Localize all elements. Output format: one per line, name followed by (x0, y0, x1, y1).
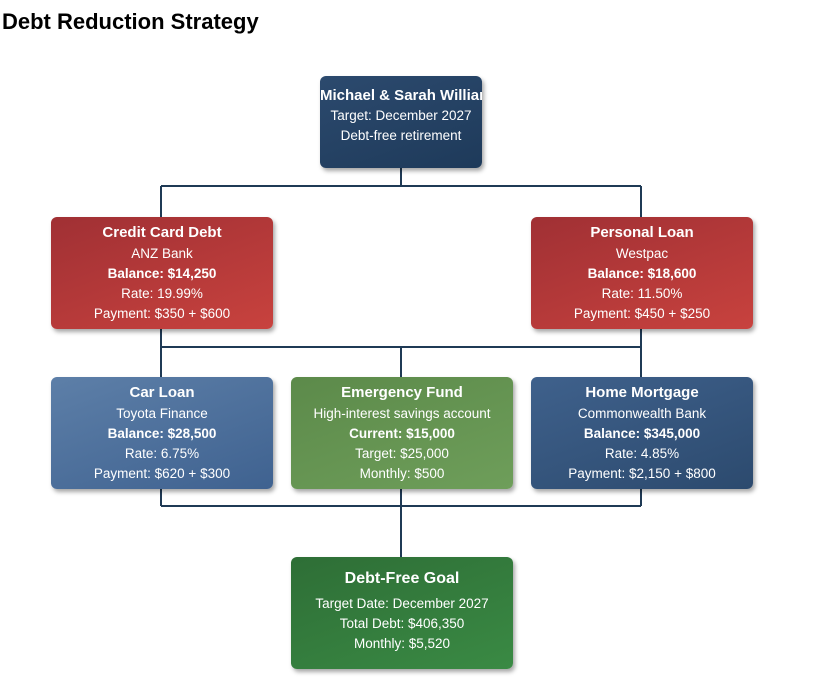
goal-total-debt: Total Debt: $406,350 (339, 616, 465, 631)
emergency-fund-node: Emergency Fund High-interest savings acc… (291, 377, 513, 489)
credit-card-node: Credit Card Debt ANZ Bank Balance: $14,2… (51, 217, 273, 329)
node-lender: ANZ Bank (131, 246, 193, 261)
node-title: Home Mortgage (585, 384, 699, 401)
node-balance: Balance: $14,250 (107, 266, 217, 281)
node-title: Emergency Fund (341, 384, 463, 401)
root-node: Michael & Sarah Williams Target: Decembe… (320, 76, 482, 168)
page-title: Debt Reduction Strategy (2, 9, 259, 34)
goal-target-date: Target Date: December 2027 (315, 596, 489, 611)
node-balance: Balance: $28,500 (107, 426, 217, 441)
node-lender: Toyota Finance (116, 406, 208, 421)
node-payment: Payment: $350 + $600 (93, 306, 231, 321)
node-payment: Payment: $2,150 + $800 (568, 466, 716, 481)
node-title: Debt-Free Goal (344, 570, 460, 587)
node-account: High-interest savings account (313, 406, 491, 421)
goal-monthly: Monthly: $5,520 (353, 636, 451, 651)
personal-loan-node: Personal Loan Westpac Balance: $18,600 R… (531, 217, 753, 329)
node-current: Current: $15,000 (349, 426, 455, 441)
node-rate: Rate: 11.50% (601, 286, 683, 301)
node-title: Car Loan (129, 384, 195, 401)
node-title: Credit Card Debt (102, 224, 222, 241)
node-rate: Rate: 4.85% (604, 446, 680, 461)
node-target: Target: $25,000 (355, 446, 449, 461)
car-loan-node: Car Loan Toyota Finance Balance: $28,500… (51, 377, 273, 489)
root-goal: Debt-free retirement (340, 128, 462, 143)
node-rate: Rate: 6.75% (124, 446, 200, 461)
node-lender: Commonwealth Bank (577, 406, 707, 421)
node-payment: Payment: $450 + $250 (573, 306, 711, 321)
node-monthly: Monthly: $500 (359, 466, 445, 481)
home-mortgage-node: Home Mortgage Commonwealth Bank Balance:… (531, 377, 753, 489)
node-rate: Rate: 19.99% (121, 286, 203, 301)
root-target: Target: December 2027 (330, 108, 472, 123)
debt-free-goal-node: Debt-Free Goal Target Date: December 202… (291, 557, 513, 669)
node-payment: Payment: $620 + $300 (93, 466, 231, 481)
node-lender: Westpac (615, 246, 669, 261)
root-name: Michael & Sarah Williams (320, 87, 482, 104)
node-balance: Balance: $18,600 (587, 266, 697, 281)
node-title: Personal Loan (590, 224, 694, 241)
node-balance: Balance: $345,000 (583, 426, 701, 441)
